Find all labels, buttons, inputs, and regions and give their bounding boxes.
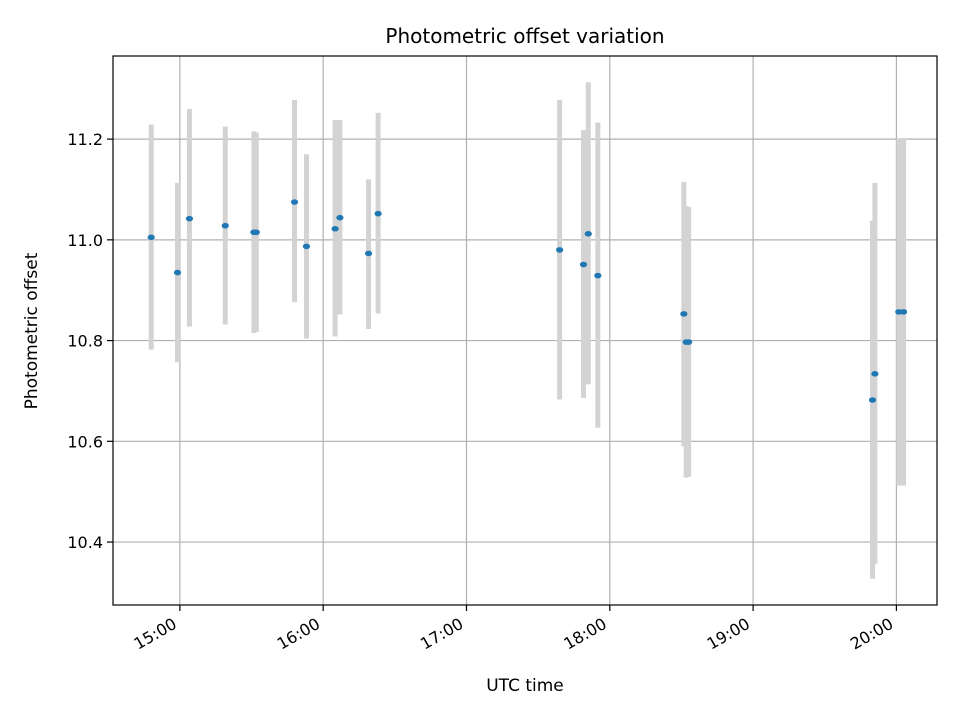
x-tick-label-1: 16:00 bbox=[274, 614, 323, 654]
y-tick-label-2: 10.8 bbox=[67, 332, 103, 351]
y-axis-label: Photometric offset bbox=[22, 252, 42, 409]
data-point-11 bbox=[374, 210, 382, 217]
data-point-15 bbox=[594, 272, 602, 279]
x-axis-label: UTC time bbox=[486, 676, 564, 696]
chart-title: Photometric offset variation bbox=[385, 24, 664, 48]
y-tick-label-0: 10.4 bbox=[67, 533, 103, 552]
x-tick-label-3: 18:00 bbox=[560, 614, 609, 654]
grid bbox=[113, 56, 937, 605]
data-point-9 bbox=[336, 214, 344, 221]
x-tick-label-5: 20:00 bbox=[847, 614, 896, 654]
data-point-20 bbox=[871, 371, 879, 377]
data-point-19 bbox=[868, 397, 877, 403]
data-point-5 bbox=[252, 229, 260, 236]
x-tick-label-2: 17:00 bbox=[417, 614, 466, 654]
data-point-12 bbox=[556, 247, 564, 253]
data-point-1 bbox=[173, 269, 182, 276]
data-point-16 bbox=[680, 311, 688, 317]
data-point-2 bbox=[185, 215, 194, 222]
data-point-14 bbox=[584, 230, 592, 237]
plot-frame bbox=[112, 55, 938, 606]
data-point-13 bbox=[579, 261, 588, 268]
y-tick-label-3: 11.0 bbox=[67, 231, 103, 250]
x-tick-label-4: 19:00 bbox=[704, 614, 753, 654]
data-point-3 bbox=[221, 222, 229, 229]
error-bars bbox=[148, 82, 907, 579]
data-points bbox=[147, 199, 908, 403]
data-point-22 bbox=[899, 309, 908, 315]
data-point-7 bbox=[302, 243, 311, 250]
data-point-0 bbox=[147, 234, 155, 241]
y-axis: 10.4 10.6 10.8 11.0 11.2 bbox=[67, 130, 113, 552]
data-point-6 bbox=[290, 199, 299, 205]
x-tick-label-0: 15:00 bbox=[130, 614, 179, 654]
x-axis: 15:00 16:00 17:00 18:00 19:00 20:00 bbox=[130, 605, 897, 654]
data-point-8 bbox=[331, 225, 339, 232]
data-point-10 bbox=[364, 250, 373, 257]
y-tick-label-1: 10.6 bbox=[67, 432, 103, 451]
y-tick-label-4: 11.2 bbox=[67, 130, 103, 149]
data-point-18 bbox=[685, 339, 693, 345]
